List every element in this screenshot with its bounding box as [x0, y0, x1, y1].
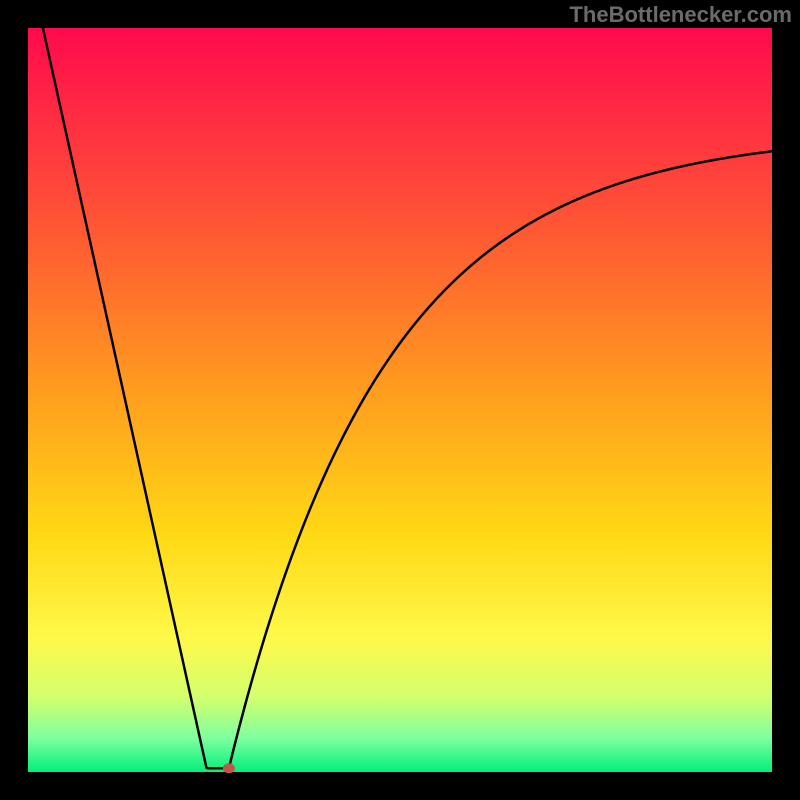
chart-container: TheBottlenecker.com: [0, 0, 800, 800]
gradient-background: [28, 28, 772, 772]
minimum-marker: [223, 763, 235, 773]
bottleneck-chart: [0, 0, 800, 800]
